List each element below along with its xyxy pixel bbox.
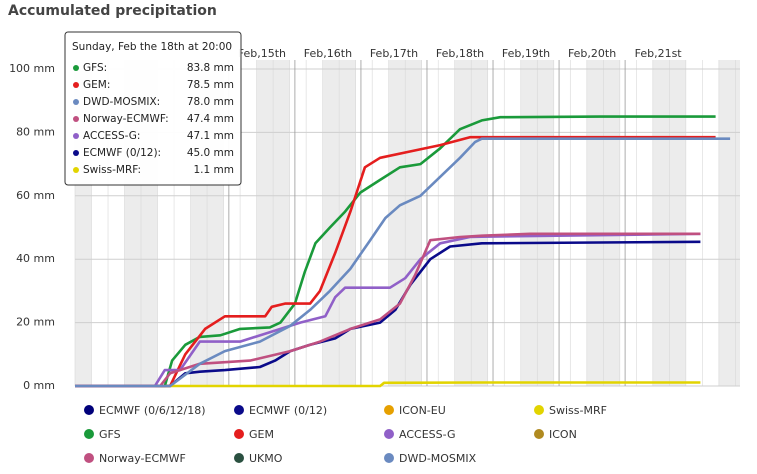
night-band — [735, 60, 740, 386]
night-band — [537, 60, 554, 386]
legend-label[interactable]: ECMWF (0/12) — [249, 404, 327, 417]
tooltip-label: ACCESS-G: — [83, 130, 140, 142]
grid: 0 mm 20 mm 40 mm 60 mm 80 mm 100 mm Feb,15th Fe… — [9, 47, 740, 392]
tooltip-marker — [73, 167, 79, 173]
legend-marker — [84, 405, 94, 415]
tooltip: Sunday, Feb the 18th at 20:00 GFS: 83.8 m… — [64, 31, 242, 186]
legend-label[interactable]: ICON — [549, 428, 577, 441]
x-tick-label: Feb,16th — [304, 47, 352, 60]
legend-label[interactable]: UKMO — [249, 452, 283, 465]
legend-label[interactable]: ACCESS-G — [399, 428, 456, 441]
series-line — [75, 137, 731, 388]
night-band — [652, 60, 670, 386]
legend-label[interactable]: ECMWF (0/6/12/18) — [99, 404, 206, 417]
night-band — [603, 60, 620, 386]
night-band — [256, 60, 274, 386]
y-tick-label: 60 mm — [16, 189, 55, 202]
legend-marker — [384, 429, 394, 439]
legend-marker — [84, 429, 94, 439]
tooltip-value: 1.1 mm — [194, 164, 235, 176]
legend-marker — [384, 453, 394, 463]
night-band — [471, 60, 488, 386]
tooltip-value: 78.5 mm — [187, 79, 234, 91]
lines — [75, 115, 731, 388]
legend-label[interactable]: Swiss-MRF — [549, 404, 607, 417]
series-line — [75, 381, 701, 388]
night-band — [388, 60, 406, 386]
tooltip-label: ECMWF (0/12): — [83, 147, 161, 159]
y-tick-label: 80 mm — [16, 125, 55, 138]
legend-label[interactable]: ICON-EU — [399, 404, 446, 417]
y-tick-label: 20 mm — [16, 316, 55, 329]
night-band — [669, 60, 686, 386]
tooltip-marker — [73, 99, 79, 105]
legend-label[interactable]: DWD-MOSMIX — [399, 452, 477, 465]
x-tick-label: Feb,15th — [238, 47, 286, 60]
night-band — [718, 60, 736, 386]
tooltip-value: 47.4 mm — [187, 113, 234, 125]
legend-label[interactable]: GEM — [249, 428, 274, 441]
tooltip-value: 45.0 mm — [187, 147, 234, 159]
series-line — [75, 135, 716, 388]
series-line — [75, 232, 701, 388]
legend-label[interactable]: Norway-ECMWF — [99, 452, 186, 465]
tooltip-label: GFS: — [83, 62, 107, 74]
x-tick-label: Feb,21st — [635, 47, 683, 60]
tooltip-marker — [73, 65, 79, 71]
tooltip-marker — [73, 150, 79, 156]
legend-marker — [534, 405, 544, 415]
tooltip-label: Swiss-MRF: — [83, 164, 141, 176]
tooltip-value: 83.8 mm — [187, 62, 234, 74]
night-band — [586, 60, 604, 386]
tooltip-marker — [73, 82, 79, 88]
tooltip-label: Norway-ECMWF: — [83, 113, 169, 125]
night-band — [273, 60, 290, 386]
chart-title: Accumulated precipitation — [8, 3, 217, 19]
tooltip-label: DWD-MOSMIX: — [83, 96, 160, 108]
legend-marker — [234, 429, 244, 439]
series-line — [75, 232, 701, 388]
y-tick-label: 100 mm — [9, 62, 55, 75]
night-band — [405, 60, 422, 386]
tooltip-box — [64, 31, 242, 186]
tooltip-title: Sunday, Feb the 18th at 20:00 — [72, 41, 232, 53]
legend-marker — [84, 453, 94, 463]
x-tick-label: Feb,18th — [436, 47, 484, 60]
night-band — [520, 60, 538, 386]
x-tick-label: Feb,19th — [502, 47, 550, 60]
x-tick-label: Feb,17th — [370, 47, 418, 60]
tooltip-marker — [73, 116, 79, 122]
tooltip-label: GEM: — [83, 79, 110, 91]
night-band — [322, 60, 340, 386]
legend-marker — [534, 429, 544, 439]
tooltip-value: 47.1 mm — [187, 130, 234, 142]
legend-marker — [234, 453, 244, 463]
y-tick-label: 40 mm — [16, 252, 55, 265]
legend-marker — [384, 405, 394, 415]
night-band — [454, 60, 472, 386]
tooltip-value: 78.0 mm — [187, 96, 234, 108]
tooltip-marker — [73, 133, 79, 139]
x-tick-label: Feb,20th — [568, 47, 616, 60]
legend: ECMWF (0/6/12/18) ECMWF (0/12) ICON-EU Swis… — [84, 404, 607, 465]
y-tick-label: 0 mm — [23, 379, 55, 392]
legend-label[interactable]: GFS — [99, 428, 121, 441]
legend-marker — [234, 405, 244, 415]
